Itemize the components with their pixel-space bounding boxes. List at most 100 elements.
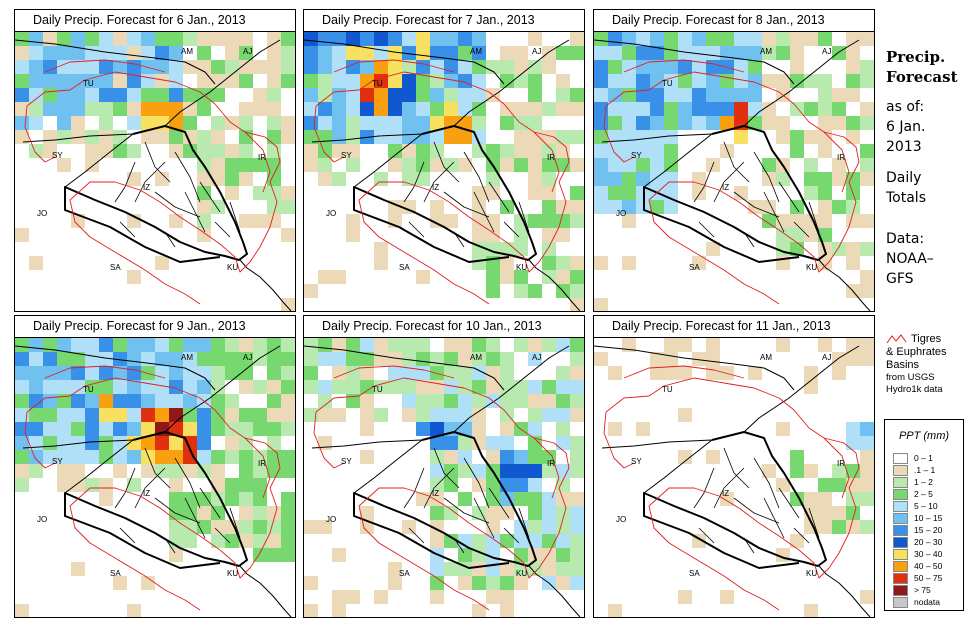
precip-cell	[832, 102, 846, 116]
precip-cell	[846, 200, 860, 214]
precip-cell	[71, 338, 85, 352]
precip-cell	[500, 422, 514, 436]
precip-cell	[346, 380, 360, 394]
scale-label: nodata	[914, 597, 940, 607]
precip-cell	[846, 464, 860, 478]
precip-cell	[239, 338, 253, 352]
precip-cell	[472, 408, 486, 422]
date-line: 2013	[886, 139, 922, 155]
precip-cell	[570, 256, 584, 270]
country-border	[22, 439, 134, 494]
precip-cell	[832, 88, 846, 102]
country-border	[304, 345, 505, 391]
precip-cell	[253, 158, 267, 172]
iraq-border	[64, 125, 248, 263]
precip-cell	[860, 352, 874, 366]
precip-cell	[832, 520, 846, 534]
scale-entry: 15 – 20	[885, 524, 963, 536]
precip-cell	[430, 534, 444, 548]
precip-cell	[57, 394, 71, 408]
precip-cell	[832, 46, 846, 60]
precip-cell	[692, 88, 706, 102]
precip-cell	[71, 214, 85, 228]
precip-cell	[528, 102, 542, 116]
precip-cell	[402, 116, 416, 130]
precip-cell	[472, 338, 486, 352]
precip-cell	[444, 60, 458, 74]
precip-cell	[486, 576, 500, 590]
precip-cell	[211, 74, 225, 88]
precip-cell	[804, 464, 818, 478]
precip-cell	[267, 394, 281, 408]
precip-cell	[500, 450, 514, 464]
precip-cell	[556, 270, 570, 284]
precip-cell	[846, 352, 860, 366]
precip-cell	[622, 214, 636, 228]
precip-cell	[99, 422, 113, 436]
precip-cell	[444, 562, 458, 576]
precip-cell	[790, 130, 804, 144]
precip-cell	[388, 338, 402, 352]
precip-cell	[43, 450, 57, 464]
precip-cell	[542, 200, 556, 214]
precip-cell	[416, 422, 430, 436]
precip-cell	[472, 604, 486, 617]
precip-cell	[514, 158, 528, 172]
precip-cell	[762, 464, 776, 478]
precip-cell	[99, 32, 113, 46]
precip-cell	[318, 158, 332, 172]
precip-cell	[374, 130, 388, 144]
precip-cell	[225, 338, 239, 352]
precip-cell	[416, 338, 430, 352]
precip-cell	[570, 284, 584, 298]
precip-cell	[528, 394, 542, 408]
scale-label: 15 – 20	[914, 525, 943, 535]
precip-cell	[57, 130, 71, 144]
precip-cell	[267, 88, 281, 102]
precip-cell	[99, 366, 113, 380]
precip-cell	[281, 366, 295, 380]
precip-cell	[169, 408, 183, 422]
precip-cell	[267, 534, 281, 548]
precip-cell	[528, 116, 542, 130]
precip-cell	[486, 338, 500, 352]
country-label: AJ	[243, 353, 252, 362]
country-label: AM	[470, 353, 482, 362]
precip-cell	[211, 534, 225, 548]
precip-cell	[85, 478, 99, 492]
precip-cell	[636, 46, 650, 60]
precip-cell	[444, 506, 458, 520]
precip-cell	[346, 74, 360, 88]
precip-cell	[281, 534, 295, 548]
precip-cell	[267, 158, 281, 172]
precip-cell	[542, 394, 556, 408]
precip-cell	[846, 256, 860, 270]
precip-cell	[528, 380, 542, 394]
precip-cell	[346, 352, 360, 366]
panel-title: Daily Precip. Forecast for 9 Jan., 2013	[15, 316, 295, 338]
precip-cell	[127, 172, 141, 186]
precip-cell	[720, 74, 734, 88]
precip-cell	[99, 60, 113, 74]
precip-cell	[500, 464, 514, 478]
precip-cell	[458, 464, 472, 478]
precip-cell	[430, 102, 444, 116]
precip-cell	[430, 380, 444, 394]
precip-cell	[318, 520, 332, 534]
precip-cell	[225, 32, 239, 46]
precip-cell	[416, 74, 430, 88]
precip-cell	[71, 102, 85, 116]
precip-cell	[15, 464, 29, 478]
precip-cell	[29, 394, 43, 408]
scale-entry: 20 – 30	[885, 536, 963, 548]
precip-cell	[15, 74, 29, 88]
precip-cell	[556, 422, 570, 436]
precip-cell	[860, 338, 874, 352]
precip-cell	[267, 32, 281, 46]
precip-cell	[113, 366, 127, 380]
precip-cell	[514, 228, 528, 242]
basin-line-icon	[886, 334, 907, 344]
precip-cell	[402, 102, 416, 116]
precip-cell	[430, 60, 444, 74]
precip-cell	[169, 478, 183, 492]
